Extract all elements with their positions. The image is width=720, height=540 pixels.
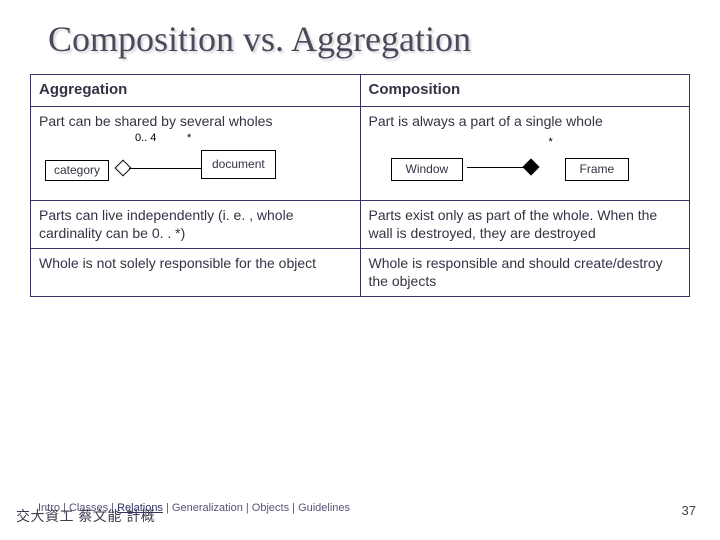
table-row: Part can be shared by several wholes 0..… [31, 106, 690, 201]
uml-box-frame: Frame [565, 158, 630, 181]
diamond-filled-icon [522, 159, 539, 176]
table-row: Parts can live independently (i. e. , wh… [31, 201, 690, 249]
uml-box-window: Window [391, 158, 464, 181]
agg-shared-text: Part can be shared by several wholes [39, 113, 352, 131]
header-composition: Composition [360, 75, 690, 107]
cell-agg-shared: Part can be shared by several wholes 0..… [31, 106, 361, 201]
uml-association-line [129, 168, 201, 169]
cell-comp-single: Part is always a part of a single whole … [360, 106, 690, 201]
cell-agg-independent: Parts can live independently (i. e. , wh… [31, 201, 361, 249]
comp-single-text: Part is always a part of a single whole [369, 113, 682, 131]
slide-body: Aggregation Composition Part can be shar… [0, 74, 720, 297]
table-header-row: Aggregation Composition [31, 75, 690, 107]
mult-right-label: * [549, 136, 553, 150]
nav-suffix: | Generalization | Objects | Guidelines [163, 502, 350, 514]
footer-credit: 交大資工 蔡文能 計概 [16, 506, 155, 526]
table-row: Whole is not solely responsible for the … [31, 249, 690, 297]
uml-box-document: document [201, 150, 276, 179]
uml-association-line [467, 167, 527, 168]
uml-box-category: category [45, 160, 109, 181]
cell-comp-dependent: Parts exist only as part of the whole. W… [360, 201, 690, 249]
mult-left-label: 0.. 4 [135, 132, 156, 146]
cell-comp-responsible: Whole is responsible and should create/d… [360, 249, 690, 297]
cell-agg-responsible: Whole is not solely responsible for the … [31, 249, 361, 297]
slide-title: Composition vs. Aggregation [0, 0, 720, 74]
page-number: 37 [682, 503, 696, 518]
header-aggregation: Aggregation [31, 75, 361, 107]
aggregation-diagram: 0.. 4 * category document [39, 130, 352, 194]
composition-diagram: * Window Frame [369, 130, 682, 194]
comparison-table: Aggregation Composition Part can be shar… [30, 74, 690, 297]
mult-right-label: * [187, 132, 191, 146]
